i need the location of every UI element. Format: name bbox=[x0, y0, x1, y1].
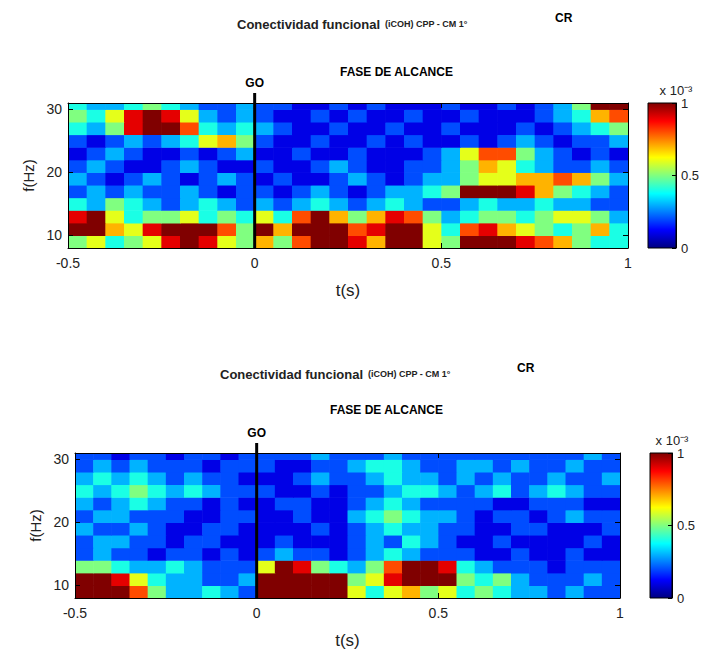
svg-text:10: 10 bbox=[46, 227, 62, 243]
svg-text:0.5: 0.5 bbox=[677, 518, 695, 533]
svg-text:x 10⁻³: x 10⁻³ bbox=[655, 432, 689, 448]
svg-text:t(s): t(s) bbox=[336, 281, 361, 300]
svg-text:CR: CR bbox=[517, 361, 535, 375]
svg-text:0.5: 0.5 bbox=[432, 255, 452, 271]
svg-text:Conectividad funcional: Conectividad funcional bbox=[237, 17, 380, 32]
svg-text:-0.5: -0.5 bbox=[63, 605, 87, 621]
svg-text:FASE DE ALCANCE: FASE DE ALCANCE bbox=[330, 403, 443, 417]
svg-text:(iCOH) CPP - CM 1°: (iCOH) CPP - CM 1° bbox=[385, 19, 468, 29]
svg-text:10: 10 bbox=[53, 577, 69, 593]
svg-text:CR: CR bbox=[555, 11, 573, 25]
svg-text:0: 0 bbox=[681, 241, 688, 256]
svg-text:(iCOH) CPP - CM 1°: (iCOH) CPP - CM 1° bbox=[368, 369, 451, 379]
svg-text:1: 1 bbox=[677, 446, 684, 461]
svg-text:1: 1 bbox=[681, 96, 688, 111]
svg-text:FASE DE ALCANCE: FASE DE ALCANCE bbox=[340, 65, 453, 79]
svg-text:0.5: 0.5 bbox=[681, 168, 699, 183]
svg-text:30: 30 bbox=[46, 101, 62, 117]
svg-text:Conectividad funcional: Conectividad funcional bbox=[220, 367, 363, 382]
svg-text:1: 1 bbox=[624, 255, 632, 271]
svg-text:0: 0 bbox=[251, 255, 259, 271]
svg-text:x 10⁻³: x 10⁻³ bbox=[659, 82, 693, 98]
svg-text:f(Hz): f(Hz) bbox=[20, 159, 37, 192]
svg-text:20: 20 bbox=[53, 514, 69, 530]
svg-text:20: 20 bbox=[46, 164, 62, 180]
svg-text:f(Hz): f(Hz) bbox=[27, 509, 44, 542]
svg-text:0.5: 0.5 bbox=[429, 605, 449, 621]
svg-text:t(s): t(s) bbox=[335, 631, 360, 650]
svg-text:-0.5: -0.5 bbox=[56, 255, 80, 271]
svg-text:GO: GO bbox=[247, 426, 266, 440]
svg-text:GO: GO bbox=[245, 76, 264, 90]
svg-text:0: 0 bbox=[253, 605, 261, 621]
svg-text:1: 1 bbox=[616, 605, 624, 621]
svg-text:0: 0 bbox=[677, 591, 684, 606]
svg-text:30: 30 bbox=[53, 451, 69, 467]
